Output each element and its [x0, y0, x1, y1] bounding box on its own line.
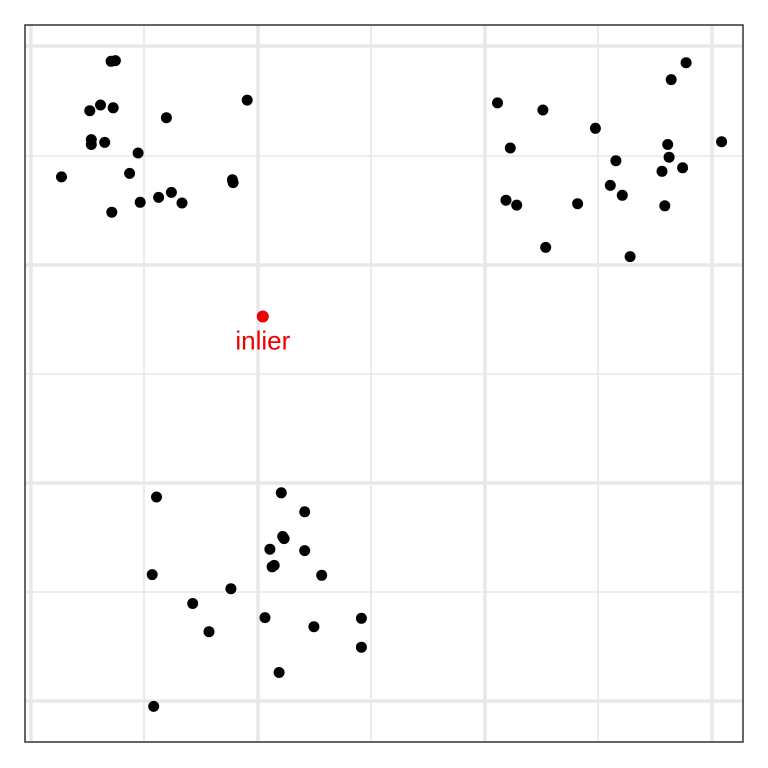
data-point [134, 196, 146, 208]
data-point [680, 57, 692, 69]
data-point [572, 198, 584, 210]
plot-background [25, 25, 743, 742]
data-point [160, 112, 172, 124]
data-point [656, 165, 668, 177]
data-point [511, 199, 523, 211]
plot-frame [24, 24, 744, 743]
data-point [616, 189, 628, 201]
data-point [225, 583, 237, 595]
data-point [227, 177, 239, 189]
data-point [492, 97, 503, 109]
data-point [85, 139, 97, 150]
data-point [148, 700, 160, 712]
data-point [278, 533, 290, 545]
inlier-label: inlier [235, 326, 290, 356]
data-point [273, 667, 285, 678]
data-point [153, 191, 165, 203]
data-point [355, 612, 367, 624]
data-point [109, 55, 121, 67]
data-point [99, 136, 111, 148]
data-point [56, 171, 67, 183]
data-point [176, 197, 188, 209]
data-point [151, 491, 162, 503]
data-point [132, 147, 144, 159]
data-point [203, 626, 215, 638]
data-point [275, 487, 287, 499]
data-point [662, 139, 674, 150]
data-point [107, 102, 119, 114]
data-point [264, 543, 276, 555]
data-point [106, 206, 118, 218]
data-point [624, 251, 636, 263]
data-point [677, 162, 689, 174]
inlier-point [256, 310, 269, 323]
data-point [663, 151, 675, 163]
data-point [604, 179, 616, 191]
data-point [259, 612, 271, 624]
data-point [504, 142, 516, 154]
data-point [355, 641, 367, 653]
data-point [500, 194, 512, 206]
data-point [589, 122, 601, 134]
data-point [716, 136, 728, 148]
data-point [665, 74, 677, 86]
data-point [610, 155, 622, 167]
data-point [268, 559, 280, 571]
data-point [146, 569, 158, 581]
grid [25, 25, 743, 742]
data-point [241, 94, 253, 106]
data-point [537, 104, 549, 116]
data-point [540, 241, 552, 253]
highlighted-point-group: inlier [235, 310, 291, 356]
data-point [659, 200, 671, 212]
data-point [165, 186, 177, 198]
data-point [187, 598, 199, 609]
data-point [299, 506, 311, 518]
data-points [56, 55, 728, 712]
data-point [299, 545, 311, 557]
data-point [84, 105, 96, 117]
data-point [95, 99, 106, 111]
data-point [316, 569, 328, 581]
data-point [124, 167, 136, 179]
data-point [308, 621, 320, 633]
